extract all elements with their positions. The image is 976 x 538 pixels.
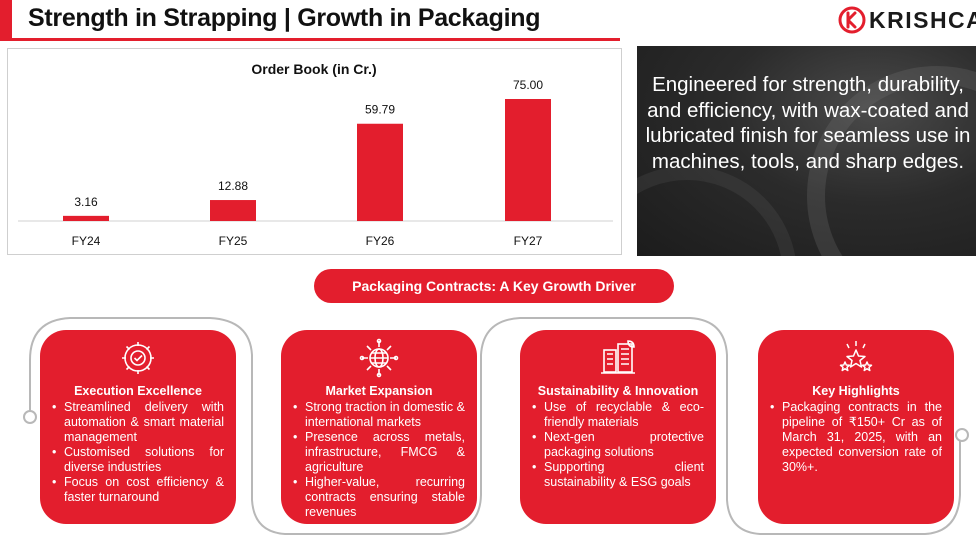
product-description: Engineered for strength, durability, and… bbox=[645, 73, 971, 173]
bullet-item: Higher-value, recurring contracts ensuri… bbox=[293, 475, 465, 520]
coil-decoration bbox=[637, 166, 797, 256]
bullet-item: Streamlined delivery with automation & s… bbox=[52, 400, 224, 445]
bullet-item: Focus on cost efficiency & faster turnar… bbox=[52, 475, 224, 505]
gear-check-icon bbox=[122, 342, 154, 374]
bar-value-label: 59.79 bbox=[365, 103, 395, 117]
title-accent-bar bbox=[0, 0, 620, 41]
card-title: Sustainability & Innovation bbox=[537, 384, 699, 398]
bullet-item: Strong traction in domestic & internatio… bbox=[293, 400, 465, 430]
stars-icon bbox=[839, 341, 873, 372]
section-label: Packaging Contracts: A Key Growth Driver bbox=[314, 269, 674, 303]
bar-value-label: 75.00 bbox=[513, 78, 543, 92]
bullet-item: Customised solutions for diverse industr… bbox=[52, 445, 224, 475]
card-sustainability-innovation: Sustainability & Innovation Use of recyc… bbox=[520, 330, 716, 524]
card-market-expansion: Market Expansion Strong traction in dome… bbox=[281, 330, 477, 524]
product-photo-panel: Engineered for strength, durability, and… bbox=[637, 46, 976, 256]
card-key-highlights: Key Highlights Packaging contracts in th… bbox=[758, 330, 954, 524]
bar-value-label: 12.88 bbox=[218, 179, 248, 193]
globe-network-icon bbox=[359, 338, 399, 378]
bar-fy26 bbox=[357, 123, 403, 221]
logo-text: KRISHCA bbox=[869, 6, 976, 33]
bullet-item: Packaging contracts in the pipeline of ₹… bbox=[770, 400, 942, 475]
card-title: Key Highlights bbox=[812, 384, 900, 398]
bar-fy27 bbox=[505, 99, 551, 221]
bullet-item: Use of recyclable & eco-friendly materia… bbox=[532, 400, 704, 430]
card-title: Execution Excellence bbox=[74, 384, 202, 398]
company-logo: KRISHCA bbox=[838, 6, 976, 34]
x-tick-label: FY25 bbox=[219, 234, 248, 248]
card-execution-excellence: Execution Excellence Streamlined deliver… bbox=[40, 330, 236, 524]
eco-building-icon bbox=[601, 340, 635, 374]
bar-fy24 bbox=[63, 215, 109, 221]
connector-endpoint bbox=[955, 428, 969, 442]
bar-fy25 bbox=[210, 200, 256, 221]
bullet-item: Presence across metals, infrastructure, … bbox=[293, 430, 465, 475]
x-tick-label: FY27 bbox=[514, 234, 543, 248]
page-title: Strength in Strapping | Growth in Packag… bbox=[28, 4, 541, 32]
card-title: Market Expansion bbox=[325, 384, 433, 398]
connector-endpoint bbox=[23, 410, 37, 424]
krishca-logo-icon bbox=[838, 6, 866, 34]
order-book-chart: Order Book (in Cr.) 3.16 FY24 12.88 FY25 59.… bbox=[7, 48, 622, 255]
chart-title: Order Book (in Cr.) bbox=[251, 61, 376, 77]
card-bullets: Packaging contracts in the pipeline of ₹… bbox=[770, 400, 942, 475]
card-bullets: Streamlined delivery with automation & s… bbox=[52, 400, 224, 505]
card-connector-lines bbox=[23, 317, 969, 535]
x-tick-label: FY26 bbox=[366, 234, 395, 248]
chart-canvas: Order Book (in Cr.) 3.16 FY24 12.88 FY25 59.… bbox=[18, 61, 613, 248]
card-bullets: Strong traction in domestic & internatio… bbox=[293, 400, 465, 520]
bullet-item: Supporting client sustainability & ESG g… bbox=[532, 460, 704, 490]
bullet-item: Next-gen protective packaging solutions bbox=[532, 430, 704, 460]
x-tick-label: FY24 bbox=[72, 234, 101, 248]
bar-value-label: 3.16 bbox=[74, 195, 98, 209]
card-bullets: Use of recyclable & eco-friendly materia… bbox=[532, 400, 704, 490]
